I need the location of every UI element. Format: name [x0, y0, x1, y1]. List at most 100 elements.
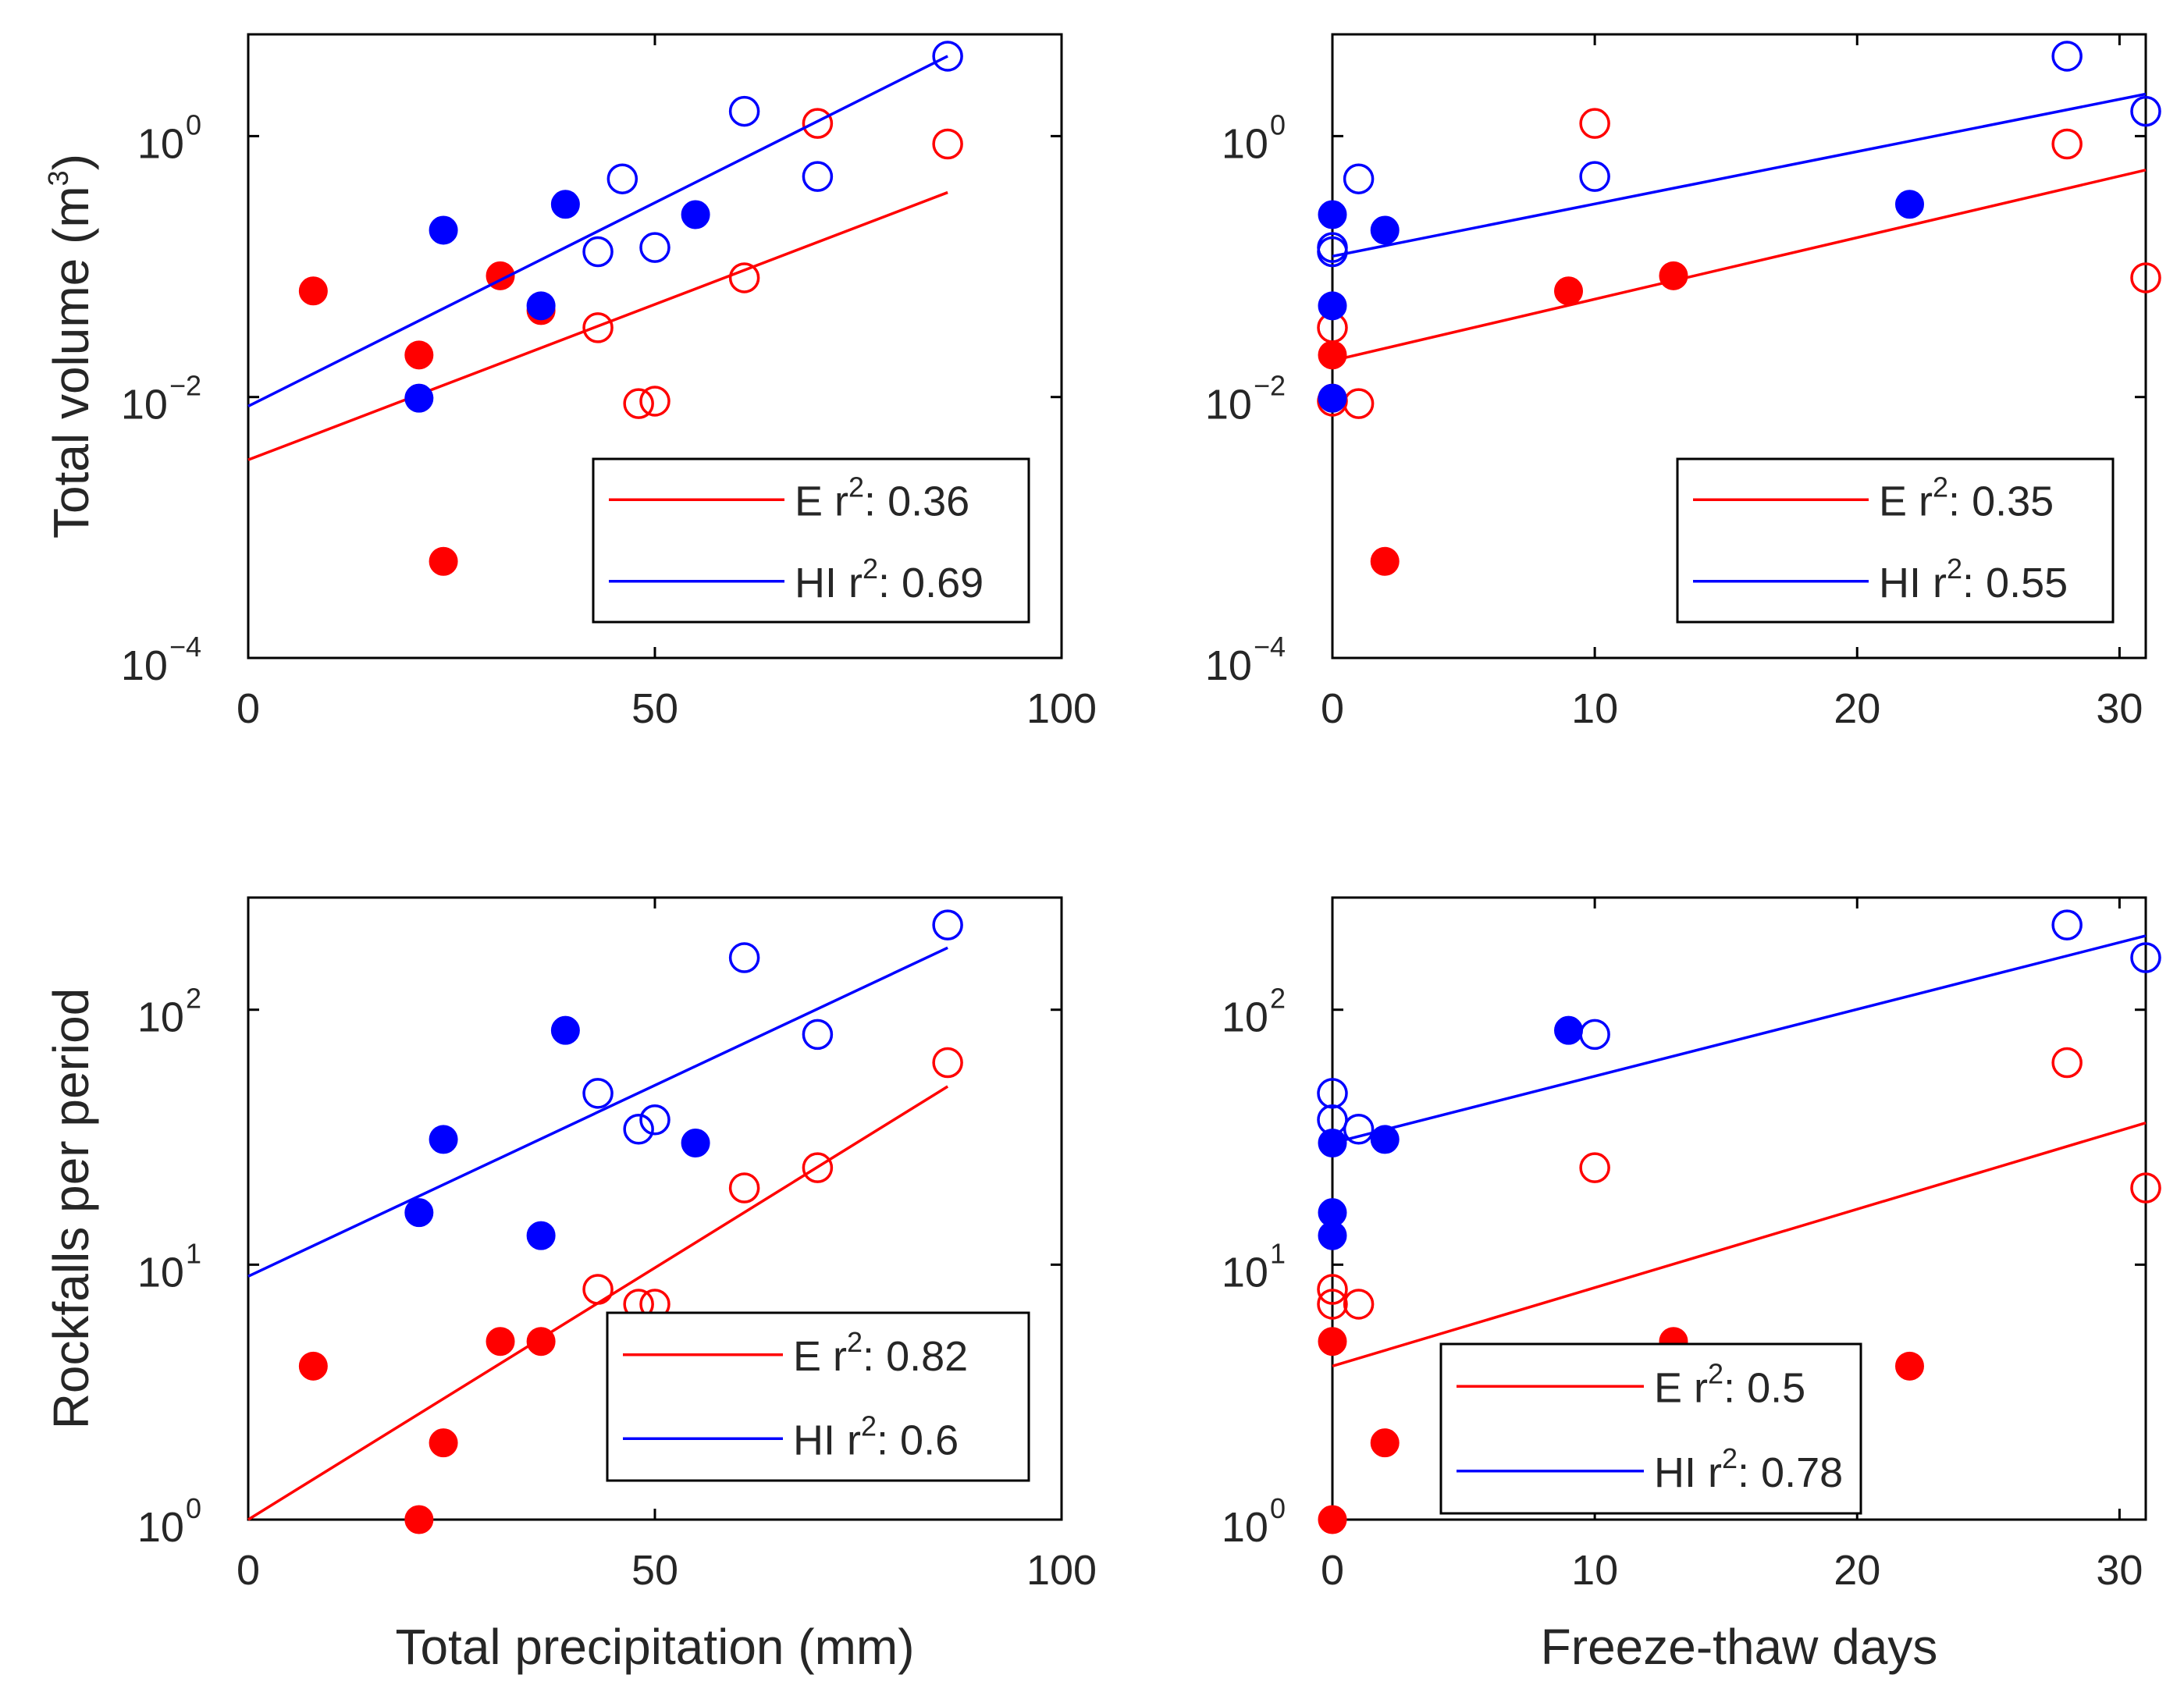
point-filled-E: [429, 1428, 458, 1458]
y-tick-exponent: −4: [169, 631, 201, 663]
legend-prefix: HI r: [1654, 1449, 1722, 1496]
x-tick-label: 20: [1834, 685, 1880, 732]
legend-prefix: E r: [793, 1333, 847, 1380]
legend-label-E: E r2: 0.82: [793, 1326, 968, 1380]
legend-box: [1676, 457, 2115, 624]
point-filled-E: [1370, 1428, 1400, 1458]
legend-label-HI: HI r2: 0.55: [1879, 553, 2068, 606]
fit-line-HI: [247, 55, 948, 408]
point-filled-E: [1318, 340, 1347, 370]
point-open-E: [2130, 262, 2161, 293]
point-open-HI: [1343, 163, 1375, 194]
x-axis-label: Total precipitation (mm): [395, 1619, 914, 1675]
legend: E r2: 0.5HI r2: 0.78: [1439, 1342, 1862, 1515]
fit-line-HI: [247, 946, 948, 1278]
legend-r2-value: 0.36: [887, 478, 969, 524]
point-filled-HI: [550, 1015, 580, 1045]
point-open-HI: [1317, 232, 1348, 263]
legend-r2-value: 0.78: [1761, 1449, 1843, 1496]
point-filled-E: [298, 1351, 328, 1381]
point-open-HI: [802, 161, 834, 192]
fit-line-E: [1332, 169, 2147, 362]
point-open-HI: [1343, 1114, 1375, 1145]
legend-prefix: HI r: [793, 1417, 861, 1463]
y-tick-label: 10−2: [1205, 370, 1286, 428]
point-filled-HI: [526, 1221, 556, 1250]
x-tick-label: 10: [1571, 685, 1618, 732]
legend-exponent: 2: [1947, 553, 1962, 585]
legend-r2-value: 0.55: [1986, 560, 2068, 606]
legend-prefix: HI r: [1879, 560, 1947, 606]
x-tick-label: 0: [237, 685, 260, 732]
y-tick-exponent: 1: [1270, 1237, 1286, 1269]
point-filled-E: [298, 276, 328, 306]
point-filled-HI: [404, 1198, 434, 1228]
x-tick-label: 20: [1834, 1547, 1880, 1594]
point-open-HI: [623, 1114, 654, 1145]
point-filled-HI: [1318, 1221, 1347, 1250]
point-open-HI: [932, 909, 963, 940]
point-open-HI: [582, 236, 614, 268]
y-tick-label: 100: [1222, 1492, 1286, 1551]
point-open-HI: [2051, 41, 2083, 72]
legend-exponent: 2: [1722, 1442, 1738, 1474]
point-open-E: [1317, 1274, 1348, 1305]
legend-r2-value: 0.5: [1747, 1364, 1805, 1411]
legend-suffix: :: [878, 560, 902, 606]
fit-line-HI: [1332, 934, 2147, 1145]
legend-label-E: E r2: 0.35: [1879, 471, 2054, 524]
point-open-E: [802, 1152, 834, 1183]
point-open-E: [639, 386, 670, 417]
legend-suffix: :: [864, 478, 887, 524]
point-filled-HI: [526, 291, 556, 321]
x-tick-label: 100: [1026, 1547, 1097, 1594]
legend-exponent: 2: [863, 553, 878, 585]
legend-suffix: :: [1723, 1364, 1747, 1411]
x-tick-label: 0: [1321, 685, 1344, 732]
point-open-E: [2130, 1172, 2161, 1204]
x-axis-label: Freeze-thaw days: [1541, 1619, 1938, 1675]
point-filled-HI: [1894, 190, 1924, 219]
point-open-HI: [728, 942, 760, 973]
point-filled-HI: [429, 215, 458, 245]
point-filled-HI: [1370, 1125, 1400, 1154]
y-tick-label: 101: [137, 1237, 201, 1296]
point-open-HI: [728, 95, 760, 127]
point-open-E: [582, 312, 614, 343]
legend-suffix: :: [863, 1333, 886, 1380]
y-tick-exponent: 0: [186, 108, 201, 140]
point-filled-HI: [1318, 291, 1347, 321]
point-open-HI: [2130, 942, 2161, 973]
fit-line-HI: [1332, 92, 2147, 258]
legend-box: [606, 1311, 1030, 1482]
legend-suffix: :: [1738, 1449, 1761, 1496]
fit-line-E: [1332, 1121, 2147, 1368]
legend-prefix: E r: [795, 478, 848, 524]
point-open-HI: [2130, 95, 2161, 127]
point-open-E: [932, 1047, 963, 1079]
point-filled-E: [486, 1327, 515, 1356]
y-tick-exponent: −2: [1254, 370, 1286, 402]
y-tick-label: 101: [1222, 1237, 1286, 1296]
y-tick-label: 102: [1222, 983, 1286, 1041]
point-open-E: [1343, 1289, 1375, 1320]
legend-label-HI: HI r2: 0.6: [793, 1410, 959, 1463]
y-tick-label: 100: [1222, 108, 1286, 167]
point-open-E: [2051, 1047, 2083, 1079]
legend-label-HI: HI r2: 0.69: [795, 553, 984, 606]
point-open-HI: [606, 163, 638, 194]
y-axis-label: Rockfalls per period: [43, 988, 99, 1430]
y-axis-label-text: Total volume (m: [43, 186, 99, 539]
x-tick-label: 50: [631, 685, 678, 732]
point-filled-E: [1894, 1351, 1924, 1381]
x-tick-label: 30: [2096, 1547, 2143, 1594]
point-open-E: [728, 262, 760, 293]
point-filled-E: [1370, 546, 1400, 576]
legend-label-HI: HI r2: 0.78: [1654, 1442, 1843, 1496]
point-open-E: [1579, 1152, 1610, 1183]
point-filled-HI: [404, 383, 434, 413]
legend-box: [1439, 1342, 1862, 1515]
